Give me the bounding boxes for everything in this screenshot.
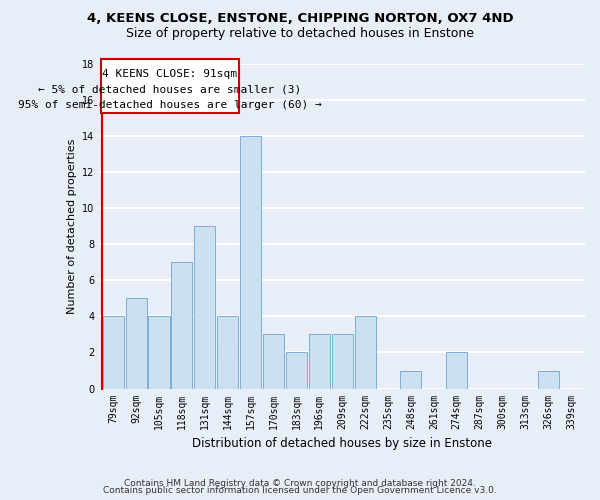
Bar	[355, 316, 376, 388]
Text: 4 KEENS CLOSE: 91sqm: 4 KEENS CLOSE: 91sqm	[103, 70, 238, 80]
Bar	[103, 316, 124, 388]
X-axis label: Distribution of detached houses by size in Enstone: Distribution of detached houses by size …	[192, 437, 492, 450]
FancyBboxPatch shape	[101, 58, 239, 112]
Bar	[125, 298, 146, 388]
Bar	[286, 352, 307, 388]
Bar	[217, 316, 238, 388]
Bar	[194, 226, 215, 388]
Text: Contains public sector information licensed under the Open Government Licence v3: Contains public sector information licen…	[103, 486, 497, 495]
Bar	[400, 370, 421, 388]
Text: 95% of semi-detached houses are larger (60) →: 95% of semi-detached houses are larger (…	[18, 100, 322, 110]
Text: ← 5% of detached houses are smaller (3): ← 5% of detached houses are smaller (3)	[38, 84, 301, 94]
Bar	[332, 334, 353, 388]
Bar	[263, 334, 284, 388]
Bar	[240, 136, 261, 388]
Bar	[309, 334, 330, 388]
Bar	[172, 262, 193, 388]
Text: Size of property relative to detached houses in Enstone: Size of property relative to detached ho…	[126, 28, 474, 40]
Bar	[538, 370, 559, 388]
Bar	[148, 316, 170, 388]
Bar	[446, 352, 467, 388]
Text: Contains HM Land Registry data © Crown copyright and database right 2024.: Contains HM Land Registry data © Crown c…	[124, 478, 476, 488]
Text: 4, KEENS CLOSE, ENSTONE, CHIPPING NORTON, OX7 4ND: 4, KEENS CLOSE, ENSTONE, CHIPPING NORTON…	[86, 12, 514, 26]
Y-axis label: Number of detached properties: Number of detached properties	[67, 138, 77, 314]
